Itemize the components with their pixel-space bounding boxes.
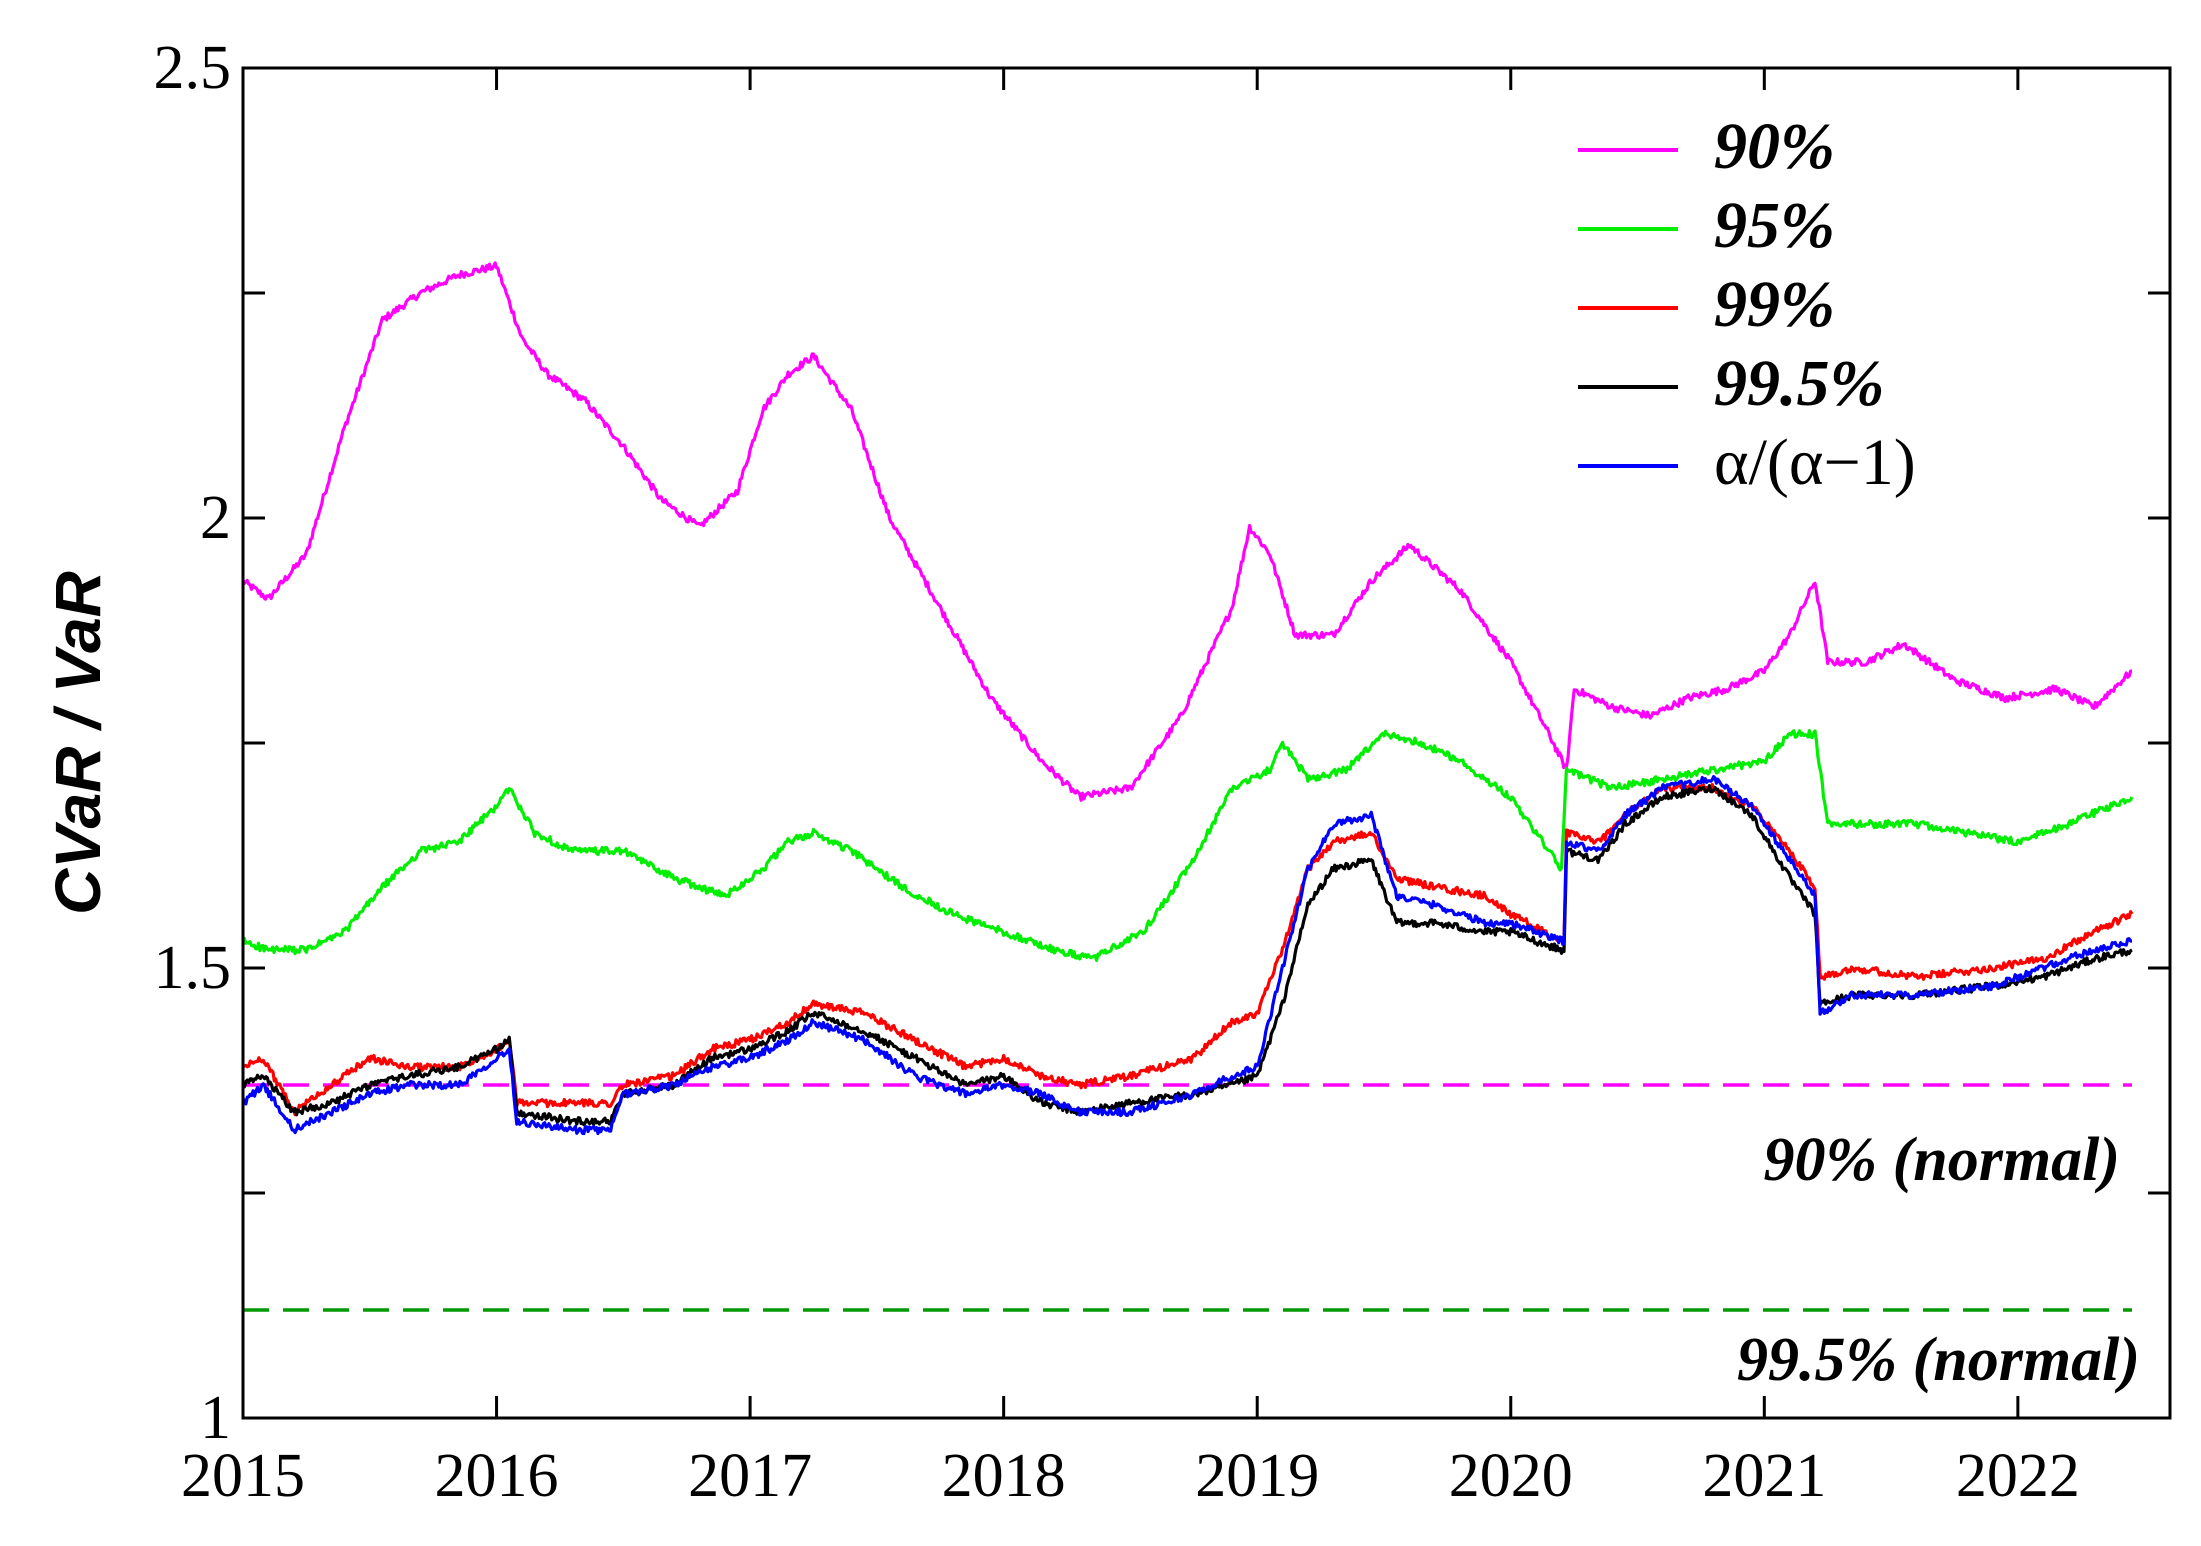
legend-label-95: 95% <box>1714 189 1835 262</box>
y-tick-label: 2.5 <box>154 34 232 102</box>
x-tick-label: 2018 <box>942 1442 1066 1510</box>
reference-label-99-5-normal: 99.5% (normal) <box>1737 1326 2140 1394</box>
x-tick-label: 2016 <box>435 1442 559 1510</box>
y-axis: 1 1.5 2 2.5 <box>154 34 2170 1452</box>
legend-label-99: 99% <box>1714 268 1835 341</box>
y-axis-label: CVaR / VaR <box>42 571 114 915</box>
x-tick-label: 2019 <box>1195 1442 1319 1510</box>
legend: 90%95%99%99.5%α/(α−1) <box>1578 110 1916 499</box>
x-tick-label: 2017 <box>688 1442 812 1510</box>
series-line-90 <box>241 261 2133 802</box>
reference-labels: 90% (normal) 99.5% (normal) <box>1737 1126 2140 1394</box>
x-tick-label: 2015 <box>181 1442 305 1510</box>
legend-label-1: α/(α−1) <box>1714 426 1916 499</box>
x-tick-label: 2020 <box>1449 1442 1573 1510</box>
y-tick-label: 1 <box>200 1384 231 1452</box>
x-tick-label: 2021 <box>1702 1442 1826 1510</box>
series-group <box>241 261 2134 1136</box>
reference-lines <box>243 1083 2132 1312</box>
reference-label-90-normal: 90% (normal) <box>1764 1126 2121 1194</box>
series-line-1 <box>242 774 2133 1136</box>
series-line-99-5 <box>241 784 2133 1127</box>
y-tick-label: 2 <box>200 484 231 552</box>
legend-label-90: 90% <box>1714 110 1835 183</box>
plot-frame <box>241 66 2172 1420</box>
x-tick-label: 2022 <box>1956 1442 2080 1510</box>
y-tick-label: 1.5 <box>154 934 232 1002</box>
series-line-99 <box>242 782 2134 1117</box>
series-line-95 <box>242 728 2134 962</box>
legend-label-99-5: 99.5% <box>1714 347 1884 420</box>
x-axis: 2015 2016 2017 2018 2019 2020 2021 2022 <box>181 68 2080 1510</box>
